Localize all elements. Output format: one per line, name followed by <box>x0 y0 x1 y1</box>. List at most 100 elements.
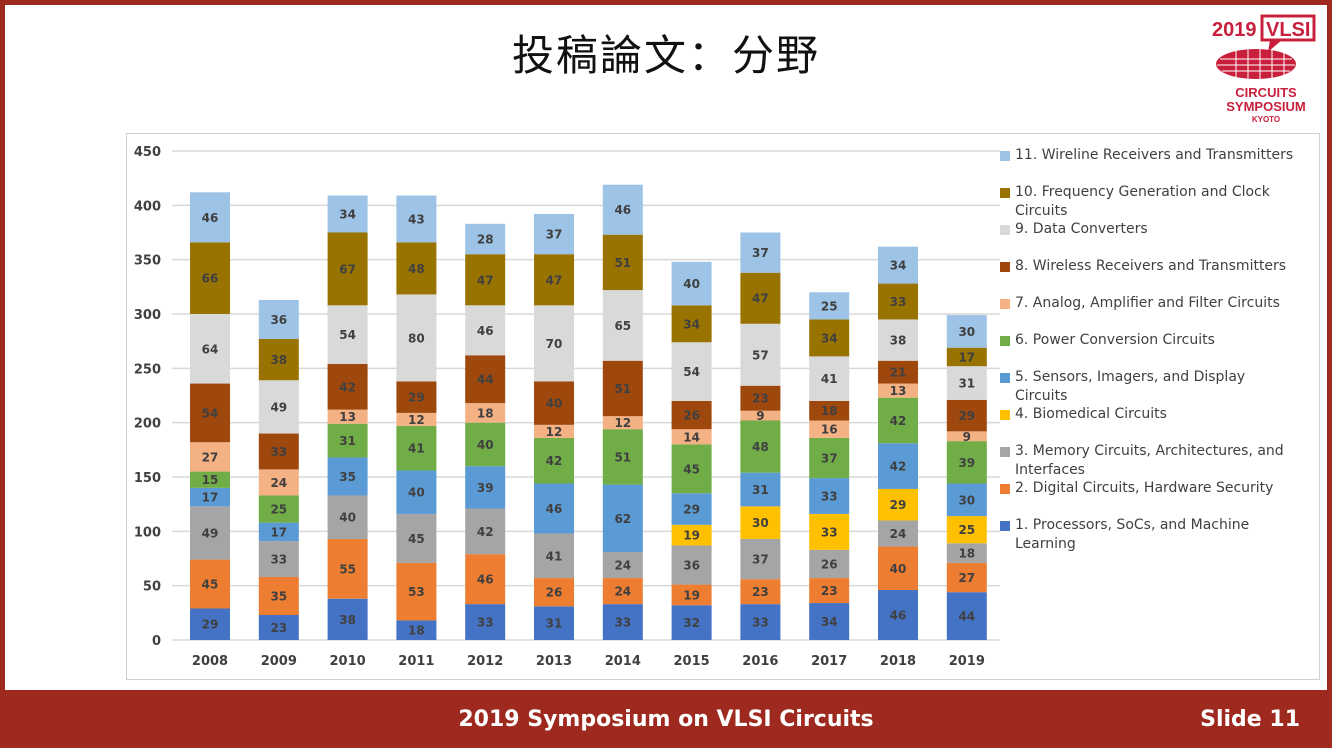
x-tick-label: 2013 <box>536 654 572 669</box>
data-label: 24 <box>614 585 631 599</box>
data-label: 34 <box>683 317 700 331</box>
legend-swatch <box>1000 410 1010 420</box>
bar-segment <box>602 429 643 485</box>
data-label: 37 <box>752 246 769 260</box>
y-tick-label: 300 <box>134 308 161 323</box>
bar-segment <box>258 433 299 470</box>
data-label: 34 <box>821 615 838 629</box>
bar-segment <box>946 399 987 432</box>
svg-text:KYOTO: KYOTO <box>1252 115 1280 124</box>
data-label: 23 <box>752 585 769 599</box>
data-label: 55 <box>339 562 356 576</box>
bar-segment <box>465 355 506 404</box>
data-label: 28 <box>477 233 494 247</box>
data-label: 49 <box>202 526 219 540</box>
bar-segment <box>327 195 368 233</box>
data-label: 29 <box>408 391 425 405</box>
data-label: 37 <box>546 228 563 242</box>
bar-segment <box>809 400 850 421</box>
legend-swatch <box>1000 225 1010 235</box>
data-label: 17 <box>958 350 975 364</box>
data-label: 32 <box>683 616 700 630</box>
data-label: 39 <box>477 481 494 495</box>
x-tick-label: 2018 <box>880 654 916 669</box>
bar-segment <box>671 493 712 525</box>
legend-label: 10. Frequency Generation and Clock Circu… <box>1015 184 1270 219</box>
bar-segment <box>396 195 437 243</box>
bar-segment <box>602 578 643 605</box>
bar-segment <box>534 437 574 484</box>
bar-segment <box>740 410 781 421</box>
data-label: 54 <box>683 365 700 379</box>
data-label: 47 <box>477 273 494 287</box>
data-label: 33 <box>821 490 838 504</box>
bar-segment <box>809 549 850 579</box>
footer-bar: 2019 Symposium on VLSI Circuits Slide 11 <box>0 690 1332 748</box>
data-label: 42 <box>890 460 907 474</box>
data-label: 31 <box>752 483 769 497</box>
x-tick-label: 2019 <box>949 654 985 669</box>
bar-segment <box>809 478 850 514</box>
y-tick-label: 400 <box>134 199 161 214</box>
legend-swatch <box>1000 299 1010 309</box>
bar-segment <box>740 272 781 324</box>
y-tick-label: 150 <box>134 471 161 486</box>
slide-number: Slide 11 <box>1200 707 1300 732</box>
data-label: 36 <box>270 313 287 327</box>
bar-segment <box>190 471 230 488</box>
bar-segment <box>809 420 850 438</box>
legend-label: 7. Analog, Amplifier and Filter Circuits <box>1015 295 1280 311</box>
svg-text:2019: 2019 <box>1212 19 1257 41</box>
vlsi-logo: 2019 VLSI CIRCUITS SYMPOSIUM KYOTO <box>1212 14 1316 124</box>
data-label: 31 <box>546 617 563 631</box>
data-label: 33 <box>270 553 287 567</box>
data-label: 80 <box>408 331 425 345</box>
bar-segment <box>465 403 506 423</box>
bar-segment <box>946 315 987 348</box>
data-label: 35 <box>270 589 287 603</box>
bar-segment <box>740 232 781 273</box>
data-label: 27 <box>202 450 219 464</box>
bar-segment <box>258 522 299 542</box>
bar-segment <box>465 554 506 605</box>
bar-segment <box>946 366 987 400</box>
bar-segment <box>258 380 299 434</box>
data-label: 23 <box>270 621 287 635</box>
data-label: 33 <box>752 616 769 630</box>
bar-segment <box>534 483 574 534</box>
data-label: 24 <box>614 559 631 573</box>
bar-segment <box>602 604 643 640</box>
data-label: 33 <box>477 616 494 630</box>
legend-label: 5. Sensors, Imagers, and Display Circuit… <box>1015 369 1246 404</box>
bar-segment <box>946 431 987 442</box>
bar-segment <box>671 342 712 401</box>
bar-segment <box>740 472 781 507</box>
data-label: 26 <box>821 557 838 571</box>
data-label: 46 <box>546 502 563 516</box>
bar-segment <box>465 223 506 255</box>
data-label: 23 <box>752 392 769 406</box>
data-label: 33 <box>821 525 838 539</box>
data-label: 41 <box>821 372 838 386</box>
data-label: 67 <box>339 262 356 276</box>
bar-segment <box>465 466 506 509</box>
data-label: 40 <box>890 562 907 576</box>
bar-segment <box>671 261 712 306</box>
legend-label: 4. Biomedical Circuits <box>1015 406 1167 422</box>
x-tick-label: 2009 <box>261 654 297 669</box>
legend-label: 11. Wireline Receivers and Transmitters <box>1015 147 1294 163</box>
data-label: 46 <box>477 573 494 587</box>
bar-segment <box>190 487 230 507</box>
data-label: 46 <box>890 609 907 623</box>
data-label: 12 <box>408 413 425 427</box>
data-label: 24 <box>270 476 287 490</box>
bar-segment <box>465 422 506 467</box>
data-label: 12 <box>614 416 631 430</box>
bar-segment <box>602 484 643 552</box>
bar-segment <box>258 338 299 381</box>
x-tick-label: 2015 <box>674 654 710 669</box>
data-label: 26 <box>683 409 700 423</box>
data-label: 19 <box>683 588 700 602</box>
bar-segment <box>878 520 918 547</box>
slide-border-right <box>1327 0 1332 690</box>
